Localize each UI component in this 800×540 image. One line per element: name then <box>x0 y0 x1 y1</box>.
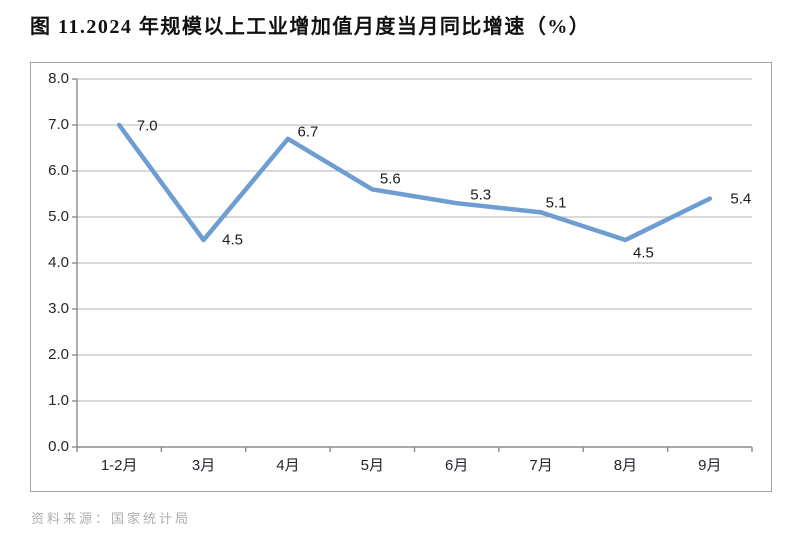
y-axis-tick-label: 0.0 <box>48 438 69 455</box>
y-axis-tick-label: 8.0 <box>48 70 69 87</box>
data-series-line <box>116 122 713 243</box>
data-label: 7.0 <box>136 117 158 135</box>
data-label: 6.7 <box>297 123 319 141</box>
y-axis-tick-label: 4.0 <box>48 254 69 271</box>
x-axis-tick-label: 1-2月 <box>100 457 138 474</box>
y-axis-tick-label: 7.0 <box>48 116 69 133</box>
x-axis-tick-label: 6月 <box>445 457 469 474</box>
line-chart-svg <box>72 78 753 452</box>
y-axis-tick-label: 1.0 <box>48 392 69 409</box>
x-axis-tick-label: 5月 <box>360 457 384 474</box>
data-label: 5.3 <box>470 186 492 204</box>
data-label: 4.5 <box>633 244 654 262</box>
data-label: 5.6 <box>379 170 401 188</box>
y-axis-tick-label: 6.0 <box>48 162 69 179</box>
x-axis-tick-label: 9月 <box>698 457 722 474</box>
y-axis-tick-label: 3.0 <box>48 300 69 317</box>
data-label: 5.4 <box>730 190 752 208</box>
x-axis-tick-label: 8月 <box>613 457 638 474</box>
figure-title: 图 11.2024 年规模以上工业增加值月度当月同比增速（%） <box>30 16 591 38</box>
y-axis-tick-label: 5.0 <box>48 208 69 225</box>
source-note: 资料来源：国家统计局 <box>31 511 192 526</box>
x-axis-tick-label: 3月 <box>191 457 216 474</box>
data-label: 4.5 <box>222 231 243 249</box>
chart-area: 0.0 1.0 2.0 3.0 4.0 5.0 6.0 7.0 8.0 1-2月 3月 4月 5月 6月… <box>30 62 772 492</box>
y-axis-tick-label: 2.0 <box>48 346 69 363</box>
x-axis-tick-label: 7月 <box>529 457 553 474</box>
data-label: 5.1 <box>545 194 567 212</box>
x-axis-tick-label: 4月 <box>276 457 300 474</box>
